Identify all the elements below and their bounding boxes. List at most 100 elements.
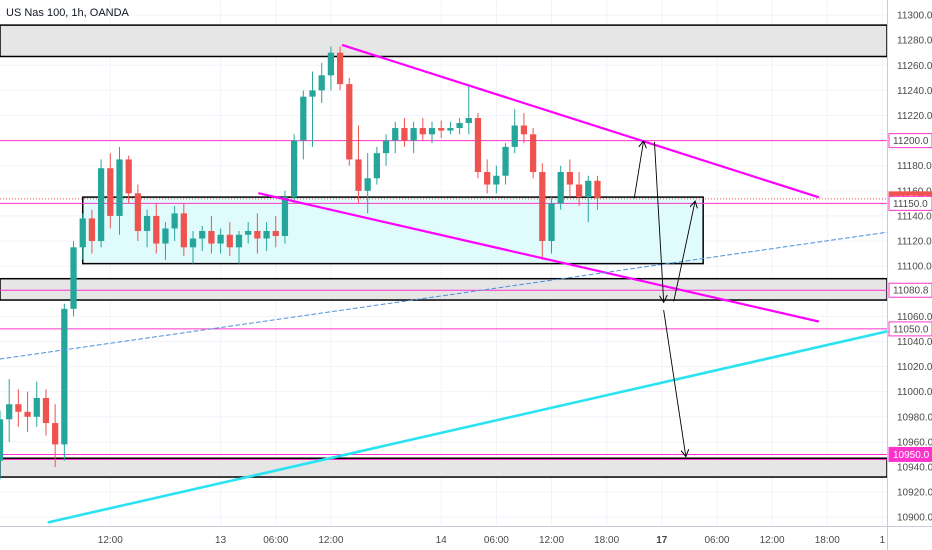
x-tick-label: 14 (436, 535, 448, 546)
candle (0, 410, 4, 480)
candle-body (428, 128, 436, 135)
magenta-trendline (258, 192, 820, 323)
candle-body (419, 128, 426, 135)
candle-body (566, 171, 574, 185)
candle (401, 118, 408, 147)
candle-body (529, 134, 537, 172)
x-tick-label: 12:00 (98, 535, 123, 546)
candle-body (235, 234, 243, 248)
candle-body (456, 123, 463, 129)
candle-body (272, 230, 279, 237)
projection-arrow (654, 141, 663, 301)
grey-zone (0, 457, 888, 478)
candle (33, 381, 40, 427)
y-tick-label: 11060.0 (897, 312, 932, 323)
candle (42, 389, 50, 436)
projection-arrows (633, 141, 695, 456)
candle (428, 121, 436, 144)
y-tick-label: 11000.0 (897, 387, 932, 398)
candle-body (162, 228, 169, 244)
chart-title: US Nas 100, 1h, OANDA (6, 7, 130, 19)
candle (327, 46, 335, 91)
candle (419, 118, 426, 141)
candle-body (189, 238, 197, 248)
candle (254, 213, 261, 254)
grey-zone (0, 277, 888, 301)
candle (557, 165, 564, 210)
x-tick-label: 1 (880, 535, 886, 546)
price-badge-box (888, 321, 932, 337)
y-tick-label: 10960.0 (897, 437, 932, 448)
candle-body (511, 125, 518, 147)
candle (171, 205, 178, 242)
candle (24, 391, 31, 432)
candle (217, 228, 224, 254)
candle-body (484, 171, 491, 185)
candle-body (217, 234, 224, 244)
x-tick-label: 18:00 (594, 535, 619, 546)
candle-body (382, 140, 390, 154)
candle-body (208, 230, 215, 244)
cyan-trendline (47, 330, 889, 524)
candle-body (438, 128, 445, 131)
candle-body (245, 230, 252, 235)
candle-body (15, 404, 22, 412)
candle-body (199, 230, 206, 239)
price-badge: 11050.0 (888, 321, 932, 337)
candle (585, 175, 592, 223)
price-badge-box (888, 195, 932, 211)
candle (6, 379, 13, 442)
magenta-trendline (341, 44, 820, 199)
candle-body (594, 180, 601, 199)
x-tick-label: 12:00 (318, 535, 343, 546)
candle (465, 84, 472, 135)
price-badge-label: 11200.0 (893, 136, 929, 147)
candle (318, 62, 325, 103)
candle (493, 165, 500, 194)
candle (245, 222, 252, 244)
candle-body (70, 247, 77, 309)
x-tick-label: 06:00 (704, 535, 729, 546)
candle-body (585, 180, 592, 198)
price-badge-box (888, 133, 932, 149)
candle (364, 153, 371, 214)
candle (529, 128, 537, 179)
candle (548, 197, 555, 254)
candle-body (254, 230, 261, 239)
price-badge: 11080.8 (888, 282, 932, 298)
candle (143, 209, 151, 248)
candle (309, 71, 316, 147)
x-tick-label: 12:00 (539, 535, 564, 546)
x-tick-label: 06:00 (484, 535, 509, 546)
candle (199, 225, 206, 252)
projection-arrow (663, 310, 686, 456)
candle (300, 90, 307, 160)
price-badge-box (888, 446, 932, 462)
candle (189, 230, 197, 264)
candle-body (107, 168, 114, 216)
candle (594, 175, 601, 210)
candle-body (502, 146, 509, 176)
x-tick-label: 12:00 (760, 535, 785, 546)
candle-body (171, 213, 178, 229)
price-labels: 11200.011153.611150.011080.811050.010950… (888, 133, 932, 462)
candle (410, 121, 417, 154)
price-badge: 11150.0 (888, 195, 932, 211)
candle-body (346, 84, 353, 160)
price-badge-label: 10950.0 (893, 450, 930, 461)
projection-arrow (633, 142, 643, 199)
candle-body (226, 234, 233, 248)
candle-body (447, 128, 454, 131)
candle-body (143, 215, 151, 231)
dashed-trendline (0, 231, 888, 360)
y-tick-label: 11260.0 (897, 61, 932, 72)
candle-body (153, 215, 160, 244)
candle (520, 112, 528, 144)
price-badge-label: 11050.0 (893, 324, 929, 335)
y-tick-label: 10900.0 (897, 513, 932, 524)
candle-body (180, 213, 187, 248)
candle (355, 125, 362, 204)
candle-body (61, 308, 68, 445)
candle (346, 77, 353, 166)
